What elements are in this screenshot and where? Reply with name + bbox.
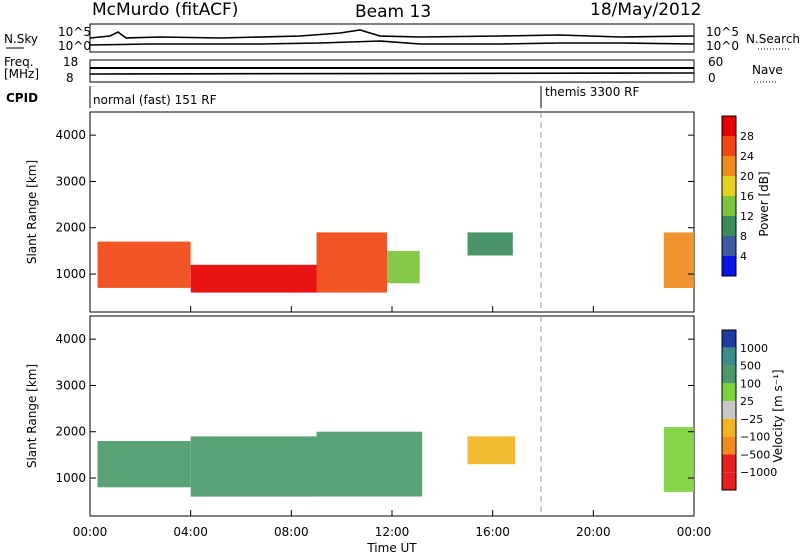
noise-left-tick-high: 10^5 — [58, 25, 91, 39]
power-colorbar-tick-5: 24 — [740, 150, 754, 163]
x-tick-label-4: 16:00 — [475, 525, 510, 539]
power-ytick-label-3: 4000 — [55, 128, 86, 142]
power-colorbar-tick-3: 16 — [740, 190, 754, 203]
velocity-region-2 — [316, 431, 423, 497]
power-region-5 — [663, 232, 694, 288]
freq-label-line2: [MHz] — [4, 67, 39, 81]
power-panel: 1000 2000 3000 4000 Slant Range [km] — [25, 111, 695, 313]
velocity-colorbar: 1000 500 100 25 −25 −100 −500 −1000 Velocity [m… — [721, 329, 785, 491]
noise-right-tick-low: 10^0 — [706, 39, 739, 53]
velocity-ytick-label-1: 2000 — [55, 425, 86, 439]
cpid-segment-normal: normal (fast) 151 RF — [93, 93, 217, 107]
velocity-colorbar-swatch-6 — [722, 436, 736, 455]
velocity-panel: 1000 2000 3000 4000 Slant Range [km] — [25, 315, 695, 517]
power-colorbar-tick-2: 12 — [740, 210, 754, 223]
velocity-colorbar-tick-0: 1000 — [740, 342, 768, 355]
power-colorbar-swatch-2 — [722, 156, 736, 176]
velocity-region-1 — [190, 436, 317, 497]
velocity-region-3 — [467, 436, 516, 465]
noise-left-label: N.Sky — [4, 32, 38, 46]
power-colorbar-swatch-0 — [722, 116, 736, 136]
velocity-colorbar-tick-4: −25 — [740, 413, 763, 426]
velocity-colorbar-tick-1: 500 — [740, 360, 761, 373]
power-colorbar-swatch-3 — [722, 176, 736, 196]
nave-tick-high: 60 — [708, 55, 723, 69]
x-tick-label-3: 12:00 — [375, 525, 410, 539]
velocity-ylabel: Slant Range [km] — [25, 364, 39, 468]
power-colorbar-swatch-1 — [722, 136, 736, 156]
freq-label-line1: Freq. — [4, 55, 34, 69]
velocity-colorbar-tick-3: 25 — [740, 395, 754, 408]
noise-sky-trace — [89, 29, 695, 39]
power-colorbar-frame — [721, 115, 737, 277]
beam-title: Beam 13 — [355, 2, 431, 22]
velocity-colorbar-tick-6: −500 — [740, 448, 770, 461]
velocity-colorbar-frame — [721, 329, 737, 491]
velocity-region-0 — [97, 441, 191, 488]
velocity-colorbar-swatch-1 — [722, 347, 736, 366]
power-colorbar-tick-0: 4 — [740, 250, 747, 263]
freq-tick-low: 8 — [66, 71, 74, 85]
power-region-1 — [190, 264, 317, 293]
power-colorbar-label: Power [dB] — [757, 171, 771, 236]
power-colorbar-swatch-5 — [722, 216, 736, 236]
power-colorbar: 4 8 12 16 20 24 28 Power [dB] — [721, 115, 771, 277]
velocity-colorbar-swatch-0 — [722, 330, 736, 348]
velocity-colorbar-label: Velocity [m s⁻¹] — [771, 369, 785, 462]
nave-label: Nave — [752, 63, 783, 77]
freq-tick-high: 18 — [63, 55, 78, 69]
power-ytick-label-2: 3000 — [55, 174, 86, 188]
velocity-ytick-label-2: 3000 — [55, 378, 86, 392]
power-ylabel: Slant Range [km] — [25, 160, 39, 264]
velocity-colorbar-swatch-7 — [722, 454, 736, 473]
power-region-0 — [97, 241, 191, 288]
noise-search-trace — [89, 40, 695, 46]
velocity-colorbar-swatch-4 — [722, 401, 736, 419]
date-title: 18/May/2012 — [590, 0, 702, 20]
noise-right-tick-high: 10^5 — [706, 25, 739, 39]
power-region-4 — [467, 232, 513, 256]
power-colorbar-swatch-4 — [722, 196, 736, 216]
velocity-colorbar-swatch-3 — [722, 383, 736, 402]
cpid-segment-themis: themis 3300 RF — [545, 85, 639, 99]
nave-tick-low: 0 — [708, 71, 716, 85]
velocity-colorbar-swatch-2 — [722, 365, 736, 384]
x-tick-label-2: 08:00 — [274, 525, 309, 539]
noise-left-tick-low: 10^0 — [58, 39, 91, 53]
nave-trace — [89, 72, 695, 75]
velocity-colorbar-tick-7: −1000 — [740, 466, 777, 479]
velocity-region-4 — [663, 427, 694, 492]
velocity-colorbar-swatch-5 — [722, 418, 736, 437]
station-title: McMurdo (fitACF) — [92, 0, 238, 20]
power-ytick-label-0: 1000 — [55, 267, 86, 281]
velocity-colorbar-tick-2: 100 — [740, 377, 761, 390]
velocity-ytick-label-0: 1000 — [55, 471, 86, 485]
velocity-colorbar-tick-5: −100 — [740, 431, 770, 444]
x-tick-label-0: 00:00 — [73, 525, 108, 539]
x-tick-label-6: 00:00 — [677, 525, 712, 539]
x-tick-label-1: 04:00 — [173, 525, 208, 539]
freq-panel-frame — [89, 59, 695, 83]
power-colorbar-tick-6: 28 — [740, 130, 754, 143]
velocity-ytick-label-3: 4000 — [55, 332, 86, 346]
time-axis-label: Time UT — [366, 541, 417, 554]
power-colorbar-tick-4: 20 — [740, 170, 754, 183]
velocity-colorbar-swatch-8 — [722, 472, 736, 490]
power-ytick-label-1: 2000 — [55, 221, 86, 235]
cpid-label: CPID — [6, 91, 38, 105]
power-colorbar-tick-1: 8 — [740, 230, 747, 243]
power-colorbar-swatch-6 — [722, 236, 736, 256]
power-region-3 — [387, 250, 420, 284]
power-region-2 — [316, 232, 387, 293]
x-tick-label-5: 20:00 — [576, 525, 611, 539]
power-colorbar-swatch-7 — [722, 256, 736, 276]
noise-right-label: N.Search — [746, 32, 800, 46]
